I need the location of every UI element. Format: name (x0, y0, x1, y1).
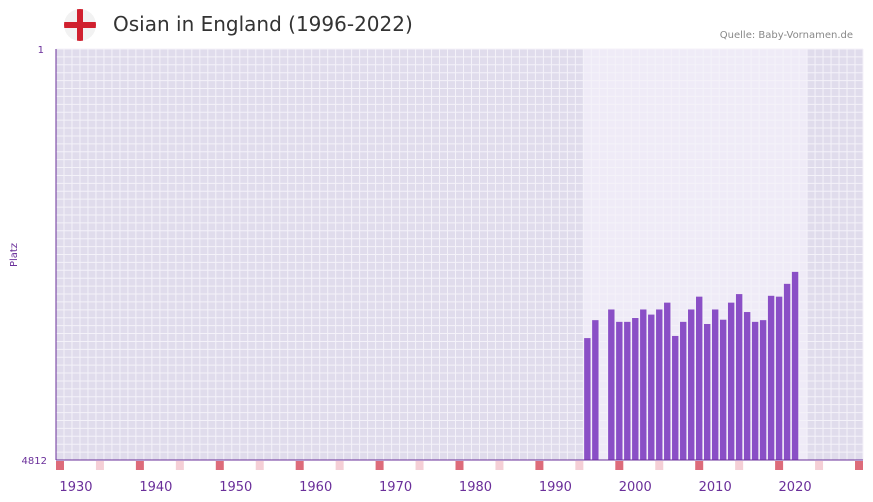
decade-marker (695, 461, 704, 470)
half-decade-marker (255, 461, 264, 470)
y-tick-label: 4812 (22, 456, 47, 467)
bar-2000 (632, 318, 639, 460)
half-decade-marker (815, 461, 824, 470)
bar-2020 (791, 271, 799, 460)
bar-2018 (775, 296, 783, 460)
decade-markers (56, 461, 863, 470)
bar-2013 (735, 294, 743, 460)
bar-1998 (616, 321, 623, 460)
bar-2016 (759, 320, 767, 460)
y-tick-label: 1 (38, 45, 44, 56)
x-tick-label: 2020 (779, 480, 812, 495)
decade-marker (56, 461, 64, 470)
decade-marker (135, 461, 144, 470)
bar-2009 (703, 323, 711, 460)
half-decade-marker (95, 461, 104, 470)
bar-2007 (688, 309, 695, 460)
bar-2003 (656, 309, 663, 460)
bar-2014 (743, 312, 751, 460)
half-decade-marker (415, 461, 424, 470)
bar-1995 (592, 320, 599, 460)
decade-marker (375, 461, 384, 470)
x-tick-label: 1990 (539, 480, 572, 495)
england-flag-icon (64, 9, 96, 41)
decade-marker (535, 461, 544, 470)
x-tick-label: 1950 (219, 480, 252, 495)
bar-2017 (767, 295, 775, 460)
bar-2006 (680, 321, 687, 460)
x-tick-label: 1940 (139, 480, 172, 495)
bar-2019 (783, 283, 791, 460)
decade-marker (295, 461, 304, 470)
y-axis-ticks: 1 4812 (22, 45, 47, 467)
axes (55, 49, 863, 461)
half-decade-marker (175, 461, 184, 470)
bar-2005 (672, 335, 679, 460)
bar-2004 (664, 302, 671, 460)
x-axis-ticks: 1930 1940 1950 1960 1970 1980 1990 2000 2010 2020 (59, 480, 811, 495)
half-decade-marker (735, 461, 744, 470)
decade-marker (215, 461, 224, 470)
half-decade-marker (655, 461, 664, 470)
x-tick-label: 1980 (459, 480, 492, 495)
bar-1999 (624, 321, 631, 460)
grid-lines (55, 48, 864, 461)
bar-2015 (751, 321, 759, 460)
x-tick-label: 2010 (699, 480, 732, 495)
half-decade-marker (495, 461, 504, 470)
y-axis-label: Platz (9, 243, 20, 267)
half-decade-marker (575, 461, 584, 470)
decade-marker (775, 461, 784, 470)
x-tick-label: 2000 (619, 480, 652, 495)
bar-2012 (727, 302, 735, 460)
chart-title: Osian in England (1996-2022) (113, 12, 413, 36)
bar-1997 (608, 309, 615, 460)
source-credit: Quelle: Baby-Vornamen.de (719, 30, 853, 41)
x-tick-label: 1960 (299, 480, 332, 495)
half-decade-marker (335, 461, 344, 470)
decade-marker (455, 461, 464, 470)
bar-2011 (719, 319, 727, 460)
bar-series (584, 271, 799, 460)
decade-marker (855, 461, 863, 470)
bar-2002 (648, 314, 655, 460)
bar-1994 (584, 338, 591, 460)
x-tick-label: 1970 (379, 480, 412, 495)
bar-2001 (640, 309, 647, 460)
decade-marker (615, 461, 624, 470)
bar-2008 (696, 296, 703, 460)
bar-2010 (711, 309, 719, 460)
x-tick-label: 1930 (59, 480, 92, 495)
